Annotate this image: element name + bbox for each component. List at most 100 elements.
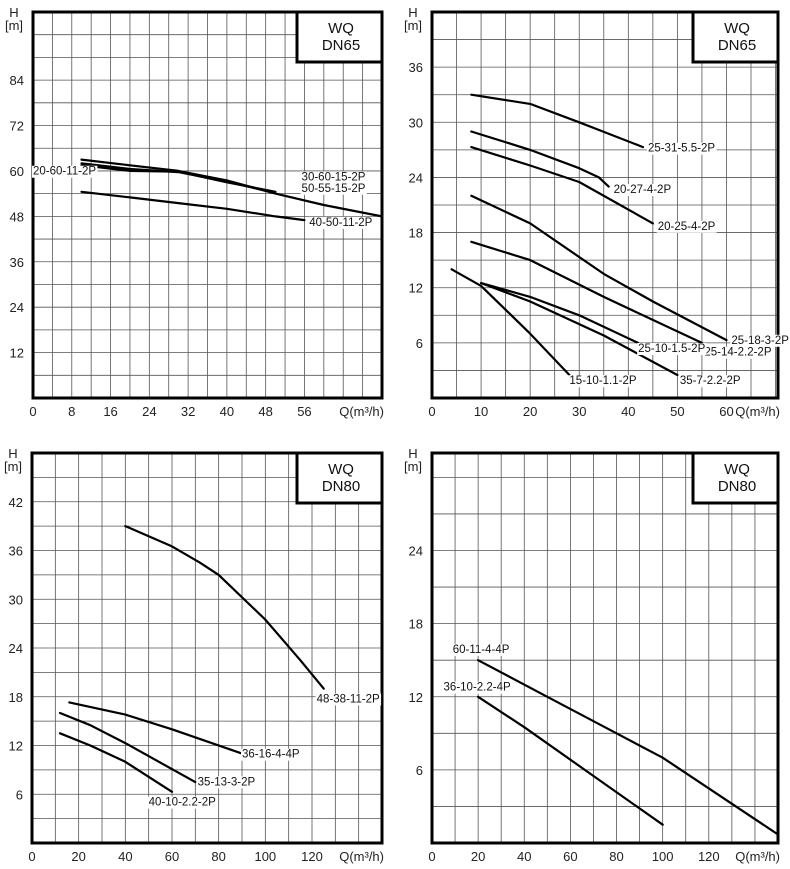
curve-label: 30-60-15-2P bbox=[302, 171, 366, 183]
y-tick-label: 24 bbox=[409, 170, 423, 185]
curve-label-bg bbox=[637, 343, 707, 356]
x-tick-label: 0 bbox=[428, 404, 435, 419]
plot-frame bbox=[430, 451, 780, 845]
y-axis-label: [m] bbox=[404, 18, 422, 33]
y-tick-label: 84 bbox=[10, 73, 24, 88]
curve-label-bg bbox=[703, 346, 773, 359]
y-tick-label: 24 bbox=[10, 300, 24, 315]
curve-label-bg bbox=[568, 375, 638, 388]
x-tick-label: 50 bbox=[670, 404, 684, 419]
curve-40-50-11-2P bbox=[80, 190, 306, 222]
x-tick-label: 0 bbox=[428, 849, 435, 864]
y-axis-label: H bbox=[408, 5, 417, 20]
y-tick-label: 36 bbox=[409, 60, 423, 75]
curve-label: 20-25-4-2P bbox=[658, 221, 716, 233]
x-tick-label: 80 bbox=[211, 849, 225, 864]
chart-title-line: WQ bbox=[724, 461, 750, 478]
curve-20-60-11-2P bbox=[80, 164, 277, 193]
curve-label-bg bbox=[315, 693, 382, 706]
x-tick-label: 32 bbox=[181, 404, 195, 419]
curve-36-10-2.2-4P bbox=[477, 695, 664, 826]
y-tick-label: 60 bbox=[10, 164, 24, 179]
curve-label-bg bbox=[451, 643, 511, 656]
curve-25-18-3-2P bbox=[470, 194, 728, 342]
x-tick-label: 30 bbox=[572, 404, 586, 419]
curve-label: 35-13-3-2P bbox=[198, 776, 256, 788]
curve-15-10-1.1-2P bbox=[450, 268, 571, 377]
x-tick-label: 20 bbox=[523, 404, 537, 419]
x-tick-label: 80 bbox=[609, 849, 623, 864]
curve-36-16-4-4P bbox=[68, 701, 244, 755]
curve-label-bg bbox=[442, 681, 512, 694]
y-tick-label: 30 bbox=[9, 592, 23, 607]
curve-label: 50-55-15-2P bbox=[302, 183, 366, 195]
curve-60-11-4-4P bbox=[477, 659, 780, 836]
curve-label-bg bbox=[147, 796, 218, 809]
curve-label-bg bbox=[196, 776, 257, 789]
y-tick-label: 12 bbox=[409, 281, 423, 296]
y-tick-label: 24 bbox=[409, 544, 423, 559]
x-tick-label: 56 bbox=[297, 404, 311, 419]
x-axis-label: Q(m³/h) bbox=[735, 404, 780, 419]
y-tick-label: 18 bbox=[409, 226, 423, 241]
x-axis-label: Q(m³/h) bbox=[735, 849, 780, 864]
chart-title-line: DN80 bbox=[322, 478, 360, 495]
curve-label-bg bbox=[300, 171, 367, 184]
chart-title-line: WQ bbox=[328, 20, 354, 37]
x-axis-label: Q(m³/h) bbox=[339, 404, 384, 419]
curve-label: 40-50-11-2P bbox=[309, 217, 372, 229]
curve-label: 15-10-1.1-2P bbox=[569, 375, 636, 387]
x-tick-label: 24 bbox=[142, 404, 156, 419]
curve-35-13-3-2P bbox=[58, 711, 197, 784]
curve-label-bg bbox=[241, 748, 301, 761]
x-tick-label: 60 bbox=[165, 849, 179, 864]
chart-title-line: DN80 bbox=[718, 478, 756, 495]
curve-label-bg bbox=[730, 334, 790, 347]
curve-25-31-5.5-2P bbox=[470, 93, 645, 149]
x-tick-label: 40 bbox=[118, 849, 132, 864]
title-box-frame bbox=[691, 451, 780, 505]
curve-label-bg bbox=[646, 142, 717, 155]
curve-label: 60-11-4-4P bbox=[453, 644, 510, 656]
curve-label-bg bbox=[678, 375, 742, 388]
y-tick-label: 12 bbox=[409, 690, 423, 705]
curve-label-bg bbox=[32, 165, 98, 178]
title-box-frame bbox=[691, 10, 780, 64]
chart-title-line: DN65 bbox=[718, 37, 756, 54]
curve-48-38-11-2P bbox=[124, 525, 325, 690]
curve-20-27-4-2P bbox=[470, 130, 610, 188]
curve-35-7-2.2-2P bbox=[480, 282, 679, 377]
curve-label-bg bbox=[656, 220, 717, 233]
curve-25-10-1.5-2P bbox=[480, 282, 640, 344]
chart-panel-3: 48-38-11-2P 36-16-4-4P 35-13-3-2P 40-10-2.2… bbox=[4, 446, 384, 864]
y-axis-label: [m] bbox=[4, 459, 22, 474]
y-axis-label: H bbox=[9, 5, 18, 20]
x-tick-label: 120 bbox=[301, 849, 323, 864]
x-tick-label: 120 bbox=[698, 849, 720, 864]
x-tick-label: 10 bbox=[474, 404, 488, 419]
y-tick-label: 12 bbox=[9, 739, 23, 754]
title-box-frame bbox=[295, 10, 384, 64]
chart-panel-2: 25-31-5.5-2P 20-27-4-2P 20-25-4-2P 25-18-3-… bbox=[404, 5, 790, 419]
curve-label: 20-27-4-2P bbox=[614, 184, 672, 196]
y-tick-label: 72 bbox=[10, 119, 24, 134]
curve-label-bg bbox=[308, 216, 374, 229]
curve-label: 25-31-5.5-2P bbox=[648, 143, 715, 155]
x-tick-label: 0 bbox=[28, 849, 35, 864]
y-axis-label: [m] bbox=[404, 459, 422, 474]
y-tick-label: 6 bbox=[16, 787, 23, 802]
x-tick-label: 40 bbox=[621, 404, 635, 419]
curve-label-bg bbox=[612, 184, 673, 197]
curve-label: 36-16-4-4P bbox=[242, 749, 300, 761]
chart-title-line: WQ bbox=[328, 461, 354, 478]
y-tick-label: 18 bbox=[9, 690, 23, 705]
plot-frame bbox=[31, 10, 384, 400]
curve-40-10-2.2-2P bbox=[58, 732, 174, 793]
curve-label: 25-18-3-2P bbox=[731, 335, 789, 347]
chart-title-line: WQ bbox=[724, 20, 750, 37]
